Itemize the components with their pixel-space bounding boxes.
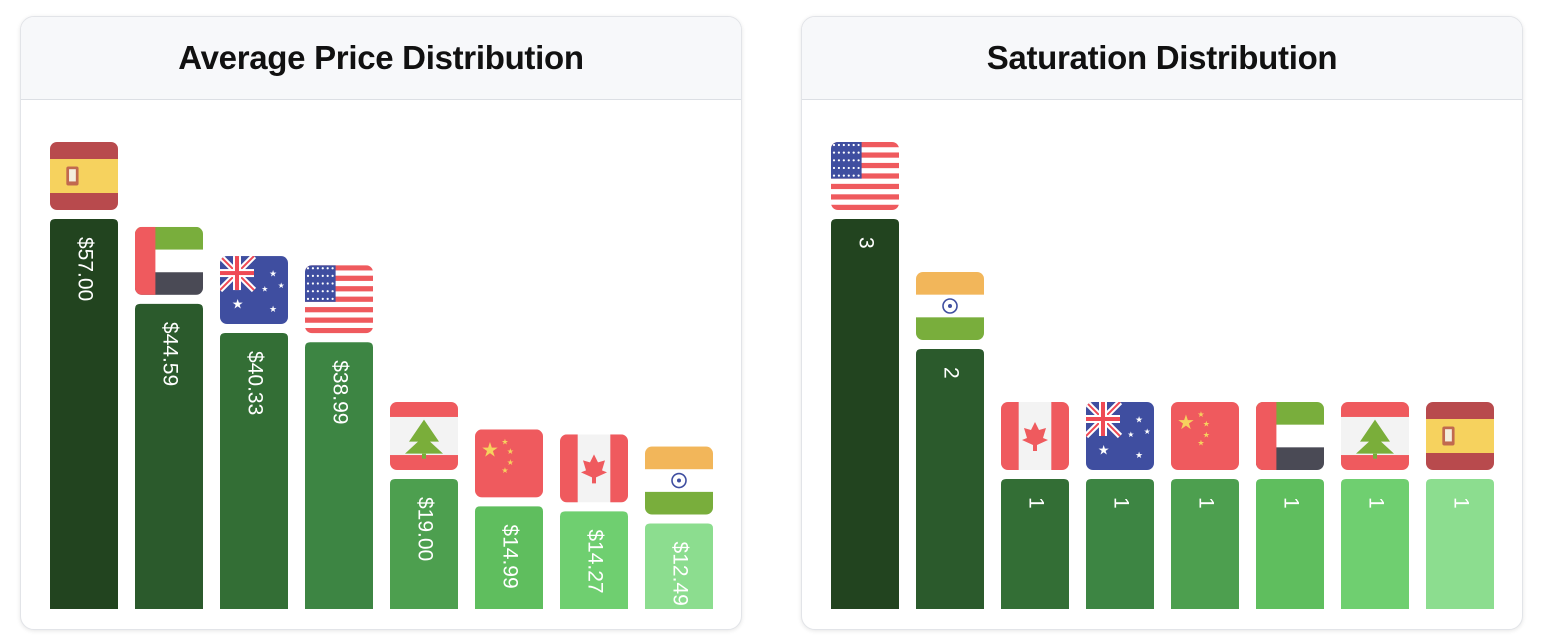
bar[interactable] bbox=[220, 333, 288, 609]
australia-flag-icon: ★★★ ★★ bbox=[220, 256, 288, 325]
lebanon-flag-icon bbox=[1341, 402, 1409, 470]
bar-group: 1★★★★★ bbox=[1086, 402, 1154, 609]
svg-text:★: ★ bbox=[1135, 415, 1143, 425]
bar[interactable] bbox=[475, 506, 543, 609]
saturation-chart: 321 1★★★ ★★1★ ★★★★1 1 1 bbox=[831, 142, 1494, 609]
svg-text:★: ★ bbox=[1197, 410, 1204, 419]
bar-group: 3 bbox=[831, 142, 899, 609]
uae-flag-icon bbox=[1256, 402, 1324, 470]
chart-title: Average Price Distribution bbox=[178, 39, 584, 76]
svg-text:★: ★ bbox=[1135, 451, 1143, 461]
svg-text:★: ★ bbox=[501, 437, 508, 446]
china-flag-icon: ★ ★★★★ bbox=[1171, 402, 1239, 470]
bar-group: 1 bbox=[1341, 402, 1409, 609]
bar[interactable] bbox=[1001, 479, 1069, 609]
australia-flag-icon: ★★★ ★★ bbox=[1086, 402, 1154, 470]
bar[interactable] bbox=[560, 511, 628, 609]
card-header: Saturation Distribution bbox=[802, 17, 1522, 100]
bar-value-label: 1 bbox=[1364, 497, 1387, 509]
bar-group: $19.00 bbox=[390, 402, 458, 609]
bar[interactable] bbox=[390, 479, 458, 609]
average-price-chart: $57.00$44.59 $40.33★★★ ★★$38.99$19.00 $14.9… bbox=[50, 142, 713, 609]
bar[interactable] bbox=[50, 219, 118, 609]
bar-value-label: $40.33 bbox=[243, 351, 266, 415]
lebanon-flag-icon bbox=[390, 402, 458, 470]
bar-group: $14.99★ ★★★★ bbox=[475, 429, 543, 609]
bar-value-label: $14.99 bbox=[498, 524, 521, 588]
svg-text:★: ★ bbox=[1144, 427, 1151, 436]
bar-value-label: 1 bbox=[1024, 497, 1047, 509]
svg-text:★: ★ bbox=[269, 305, 277, 315]
bar-group: $12.49 bbox=[645, 446, 713, 609]
bar-value-label: 1 bbox=[1194, 497, 1217, 509]
svg-text:★: ★ bbox=[507, 447, 514, 456]
canada-flag-icon bbox=[560, 434, 628, 503]
bar[interactable] bbox=[135, 303, 203, 609]
china-flag-icon: ★ ★★★★ bbox=[475, 429, 543, 498]
svg-text:★: ★ bbox=[269, 269, 277, 279]
bar-group: 2 bbox=[916, 272, 984, 609]
bar-group: $57.00 bbox=[50, 142, 118, 609]
bar[interactable] bbox=[831, 219, 899, 609]
usa-flag-icon bbox=[305, 265, 373, 334]
svg-text:★: ★ bbox=[1098, 443, 1110, 458]
svg-text:★: ★ bbox=[1203, 419, 1210, 428]
svg-text:★: ★ bbox=[1203, 430, 1210, 439]
bar-group: $14.27 bbox=[560, 434, 628, 609]
svg-text:★: ★ bbox=[1127, 430, 1134, 439]
bar-group: 1 bbox=[1001, 402, 1069, 609]
bar-value-label: $19.00 bbox=[413, 497, 436, 561]
spain-flag-icon bbox=[50, 142, 118, 210]
svg-text:★: ★ bbox=[232, 297, 244, 312]
bar[interactable] bbox=[1341, 479, 1409, 609]
bar[interactable] bbox=[305, 342, 373, 609]
bar-value-label: 1 bbox=[1109, 497, 1132, 509]
bar-value-label: $57.00 bbox=[73, 237, 96, 301]
bar[interactable] bbox=[1171, 479, 1239, 609]
spain-flag-icon bbox=[1426, 402, 1494, 470]
india-flag-icon bbox=[645, 446, 713, 515]
bar-value-label: $14.27 bbox=[583, 529, 606, 593]
bar-value-label: $12.49 bbox=[668, 542, 691, 606]
bar-group: 1 bbox=[1256, 402, 1324, 609]
svg-text:★: ★ bbox=[481, 438, 499, 462]
india-flag-icon bbox=[916, 272, 984, 340]
card-header: Average Price Distribution bbox=[21, 17, 741, 100]
bar-group: 1 bbox=[1426, 402, 1494, 609]
saturation-card: Saturation Distribution 3 2 1 1 ★ ★ ★ ★ ★ 1 ★ ★ ★ ★ ★ 1… bbox=[801, 16, 1523, 630]
bar-value-label: 1 bbox=[1279, 497, 1302, 509]
svg-text:★: ★ bbox=[278, 281, 285, 290]
bar-value-label: $44.59 bbox=[158, 322, 181, 386]
bar-group: $38.99 bbox=[305, 265, 373, 609]
svg-text:★: ★ bbox=[261, 284, 268, 293]
uae-flag-icon bbox=[135, 226, 203, 295]
bar-value-label: 3 bbox=[854, 237, 877, 249]
average-price-card: Average Price Distribution $57.00 $44.59 $… bbox=[20, 16, 742, 630]
bar-value-label: $38.99 bbox=[328, 360, 351, 424]
bar-value-label: 2 bbox=[939, 367, 962, 379]
svg-text:★: ★ bbox=[1177, 410, 1195, 434]
bar-group: 1★★★★★ bbox=[1171, 402, 1239, 609]
bar[interactable] bbox=[1426, 479, 1494, 609]
bar[interactable] bbox=[916, 349, 984, 609]
svg-text:★: ★ bbox=[507, 458, 514, 467]
bar[interactable] bbox=[1256, 479, 1324, 609]
bar-group: $44.59 bbox=[135, 226, 203, 609]
svg-text:★: ★ bbox=[1197, 439, 1204, 448]
chart-title: Saturation Distribution bbox=[986, 39, 1338, 76]
bar[interactable] bbox=[1086, 479, 1154, 609]
bar-group: $40.33★★★ ★★ bbox=[220, 256, 288, 609]
usa-flag-icon bbox=[831, 142, 899, 210]
canada-flag-icon bbox=[1001, 402, 1069, 470]
bar-value-label: 1 bbox=[1449, 497, 1472, 509]
bar[interactable] bbox=[645, 523, 713, 609]
svg-text:★: ★ bbox=[501, 466, 508, 475]
